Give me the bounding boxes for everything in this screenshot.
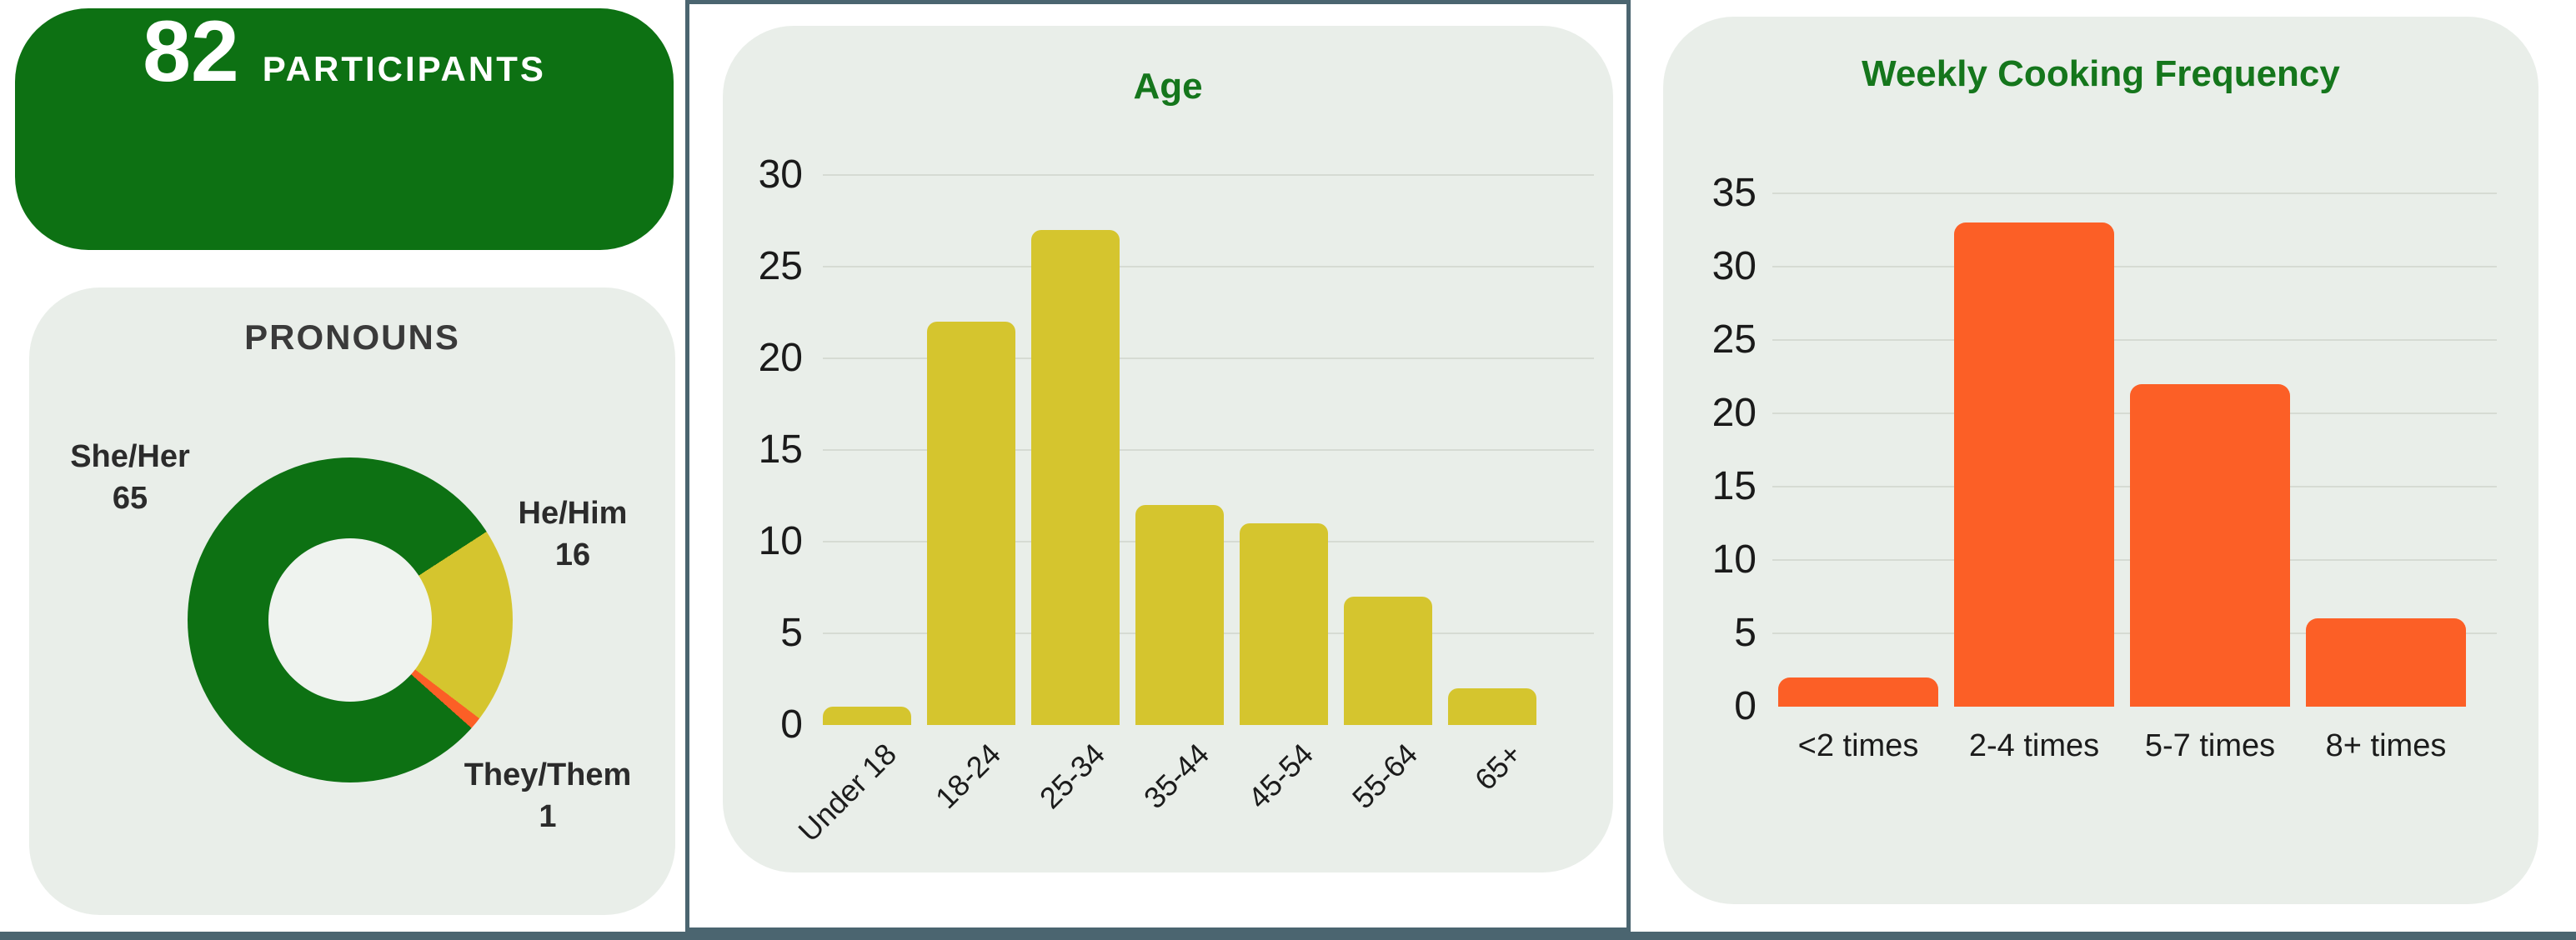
participants-label: PARTICIPANTS <box>262 49 546 88</box>
y-axis-tick-label: 25 <box>1711 318 1757 362</box>
y-axis-tick-label: 0 <box>1734 684 1757 728</box>
y-axis-tick-label: 10 <box>1711 538 1757 582</box>
y-axis-tick-label: 10 <box>758 519 803 563</box>
y-axis-tick-label: 15 <box>758 428 803 472</box>
bottom-border-strip <box>0 932 2576 940</box>
x-axis-label: 45-54 <box>1240 737 1320 816</box>
y-axis-tick-label: 35 <box>1711 171 1757 215</box>
gridline <box>1772 339 2497 341</box>
y-axis-tick-label: 5 <box>1734 611 1757 655</box>
x-axis-label: 25-34 <box>1032 737 1111 816</box>
participants-card: 82 PARTICIPANTS <box>15 8 674 250</box>
age-bar <box>1344 597 1432 725</box>
pronouns-panel: PRONOUNS She/Her 65 He/Him 16 They/Them 1 <box>29 288 675 915</box>
y-axis-tick-label: 20 <box>1711 391 1757 435</box>
cooking-column: Weekly Cooking Frequency 0 5 10 15 20 25 30 35 <… <box>1631 0 2576 932</box>
donut-hole <box>268 538 432 702</box>
age-bar <box>1240 523 1328 725</box>
y-axis-tick-label: 30 <box>758 152 803 197</box>
donut-segment-label: She/Her 65 <box>70 439 190 516</box>
gridline <box>823 449 1594 451</box>
age-chart-panel: Age 0 5 10 15 20 25 30 Under 18 18-24 25-34 35-44 4… <box>723 26 1613 872</box>
x-axis-label: <2 times <box>1797 728 1919 763</box>
x-axis-label: 8+ times <box>2325 728 2447 763</box>
cooking-bar <box>2130 383 2290 707</box>
age-card: Age 0 5 10 15 20 25 30 Under 18 18-24 25-34 35-44 4… <box>685 0 1631 932</box>
x-axis-label: 2-4 times <box>1968 728 2100 763</box>
age-bar <box>1448 688 1536 725</box>
gridline <box>823 266 1594 268</box>
gridline <box>823 174 1594 176</box>
cooking-bar <box>2306 618 2466 707</box>
y-axis-tick-label: 20 <box>758 336 803 380</box>
x-axis-label: 18-24 <box>928 737 1007 816</box>
gridline <box>823 358 1594 359</box>
cooking-chart-title: Weekly Cooking Frequency <box>1862 53 2340 94</box>
cooking-bar <box>1778 677 1938 707</box>
age-bar <box>823 707 911 725</box>
gridline <box>1772 266 2497 268</box>
age-bar <box>1031 230 1120 725</box>
x-axis-label: 55-64 <box>1345 737 1424 816</box>
age-chart-title: Age <box>1133 66 1203 107</box>
y-axis-tick-label: 15 <box>1711 464 1757 508</box>
y-axis-tick-label: 25 <box>758 244 803 288</box>
donut-segment-label: They/Them 1 <box>464 758 632 834</box>
age-bar <box>1135 505 1224 725</box>
left-column: 82 PARTICIPANTS PRONOUNS She/Her 65 He/Him… <box>0 0 685 932</box>
x-axis-label: 65+ <box>1467 737 1528 798</box>
x-axis-label: 5-7 times <box>2144 728 2276 763</box>
y-axis-tick-label: 5 <box>780 611 803 655</box>
gridline <box>1772 192 2497 194</box>
x-axis-label: Under 18 <box>791 737 903 848</box>
age-bar <box>927 322 1015 725</box>
cooking-chart-panel: Weekly Cooking Frequency 0 5 10 15 20 25 30 35 <… <box>1663 17 2538 904</box>
donut-segment-label: He/Him 16 <box>518 496 628 572</box>
pronouns-donut-chart <box>188 458 513 782</box>
cooking-bar <box>1954 222 2114 707</box>
participants-count: 82 <box>143 3 239 100</box>
pronouns-title: PRONOUNS <box>244 318 460 357</box>
y-axis-tick-label: 0 <box>780 702 803 747</box>
x-axis-label: 35-44 <box>1136 737 1215 816</box>
y-axis-tick-label: 30 <box>1711 244 1757 288</box>
